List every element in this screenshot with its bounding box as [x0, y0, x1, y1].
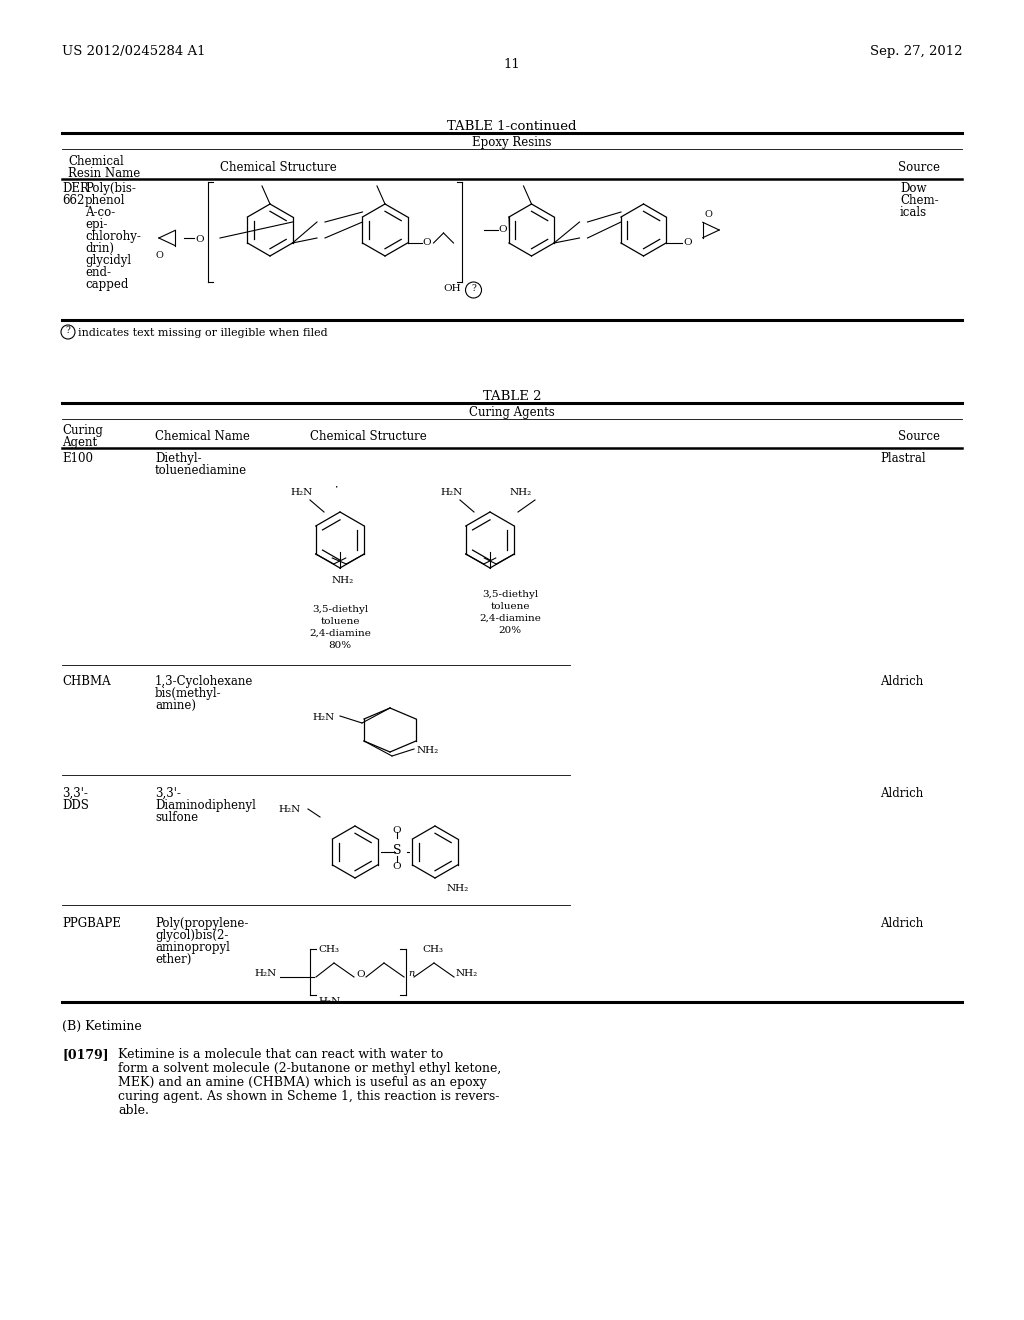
Text: chlorohy-: chlorohy-: [85, 230, 141, 243]
Text: O: O: [195, 235, 204, 244]
Text: 2,4-diamine: 2,4-diamine: [479, 614, 541, 623]
Text: form a solvent molecule (2-butanone or methyl ethyl ketone,: form a solvent molecule (2-butanone or m…: [118, 1063, 502, 1074]
Text: H₂N: H₂N: [318, 997, 340, 1006]
Text: Aldrich: Aldrich: [880, 675, 924, 688]
Text: aminopropyl: aminopropyl: [155, 941, 229, 954]
Text: Plastral: Plastral: [880, 451, 926, 465]
Text: NH₂: NH₂: [456, 969, 478, 978]
Text: DDS: DDS: [62, 799, 89, 812]
Text: Aldrich: Aldrich: [880, 787, 924, 800]
Text: sulfone: sulfone: [155, 810, 198, 824]
Text: O: O: [683, 238, 691, 247]
Text: Poly(propylene-: Poly(propylene-: [155, 917, 249, 931]
Text: 3,5-diethyl: 3,5-diethyl: [312, 605, 368, 614]
Text: ?: ?: [471, 284, 476, 293]
Text: epi-: epi-: [85, 218, 108, 231]
Text: 80%: 80%: [329, 642, 351, 649]
Text: 11: 11: [504, 58, 520, 71]
Text: 2,4-diamine: 2,4-diamine: [309, 630, 371, 638]
Text: O: O: [705, 210, 712, 219]
Text: Agent: Agent: [62, 436, 97, 449]
Text: glycidyl: glycidyl: [85, 253, 131, 267]
Text: Dow: Dow: [900, 182, 927, 195]
Text: 3,5-diethyl: 3,5-diethyl: [482, 590, 539, 599]
Text: OH: OH: [443, 284, 461, 293]
Text: Ketimine is a molecule that can react with water to: Ketimine is a molecule that can react wi…: [118, 1048, 443, 1061]
Text: O: O: [423, 238, 431, 247]
Text: Resin Name: Resin Name: [68, 168, 140, 180]
Text: DER: DER: [62, 182, 89, 195]
Text: phenol: phenol: [85, 194, 126, 207]
Text: curing agent. As shown in Scheme 1, this reaction is revers-: curing agent. As shown in Scheme 1, this…: [118, 1090, 500, 1104]
Text: A-co-: A-co-: [85, 206, 116, 219]
Text: CHBMA: CHBMA: [62, 675, 111, 688]
Text: H₂N: H₂N: [278, 805, 300, 814]
Text: TABLE 2: TABLE 2: [482, 389, 542, 403]
Text: S: S: [393, 843, 401, 857]
Text: 1,3-Cyclohexane: 1,3-Cyclohexane: [155, 675, 253, 688]
Text: H₂N: H₂N: [440, 488, 462, 498]
Text: Diaminodiphenyl: Diaminodiphenyl: [155, 799, 256, 812]
Text: drin): drin): [85, 242, 114, 255]
Text: H₂N: H₂N: [290, 488, 312, 498]
Text: Epoxy Resins: Epoxy Resins: [472, 136, 552, 149]
Text: NH₂: NH₂: [416, 746, 438, 755]
Text: O: O: [356, 970, 365, 979]
Text: PPGBAPE: PPGBAPE: [62, 917, 121, 931]
Text: Chemical Name: Chemical Name: [155, 430, 250, 444]
Text: Chemical Structure: Chemical Structure: [310, 430, 427, 444]
Text: ether): ether): [155, 953, 191, 966]
Text: US 2012/0245284 A1: US 2012/0245284 A1: [62, 45, 206, 58]
Text: H₂N: H₂N: [254, 969, 276, 978]
Text: indicates text missing or illegible when filed: indicates text missing or illegible when…: [78, 327, 328, 338]
Text: O: O: [392, 826, 401, 836]
Text: toluene: toluene: [490, 602, 529, 611]
Text: able.: able.: [118, 1104, 148, 1117]
Text: ?: ?: [66, 326, 71, 335]
Text: CH₃: CH₃: [318, 945, 339, 954]
Text: •: •: [334, 484, 337, 488]
Text: Poly(bis-: Poly(bis-: [85, 182, 136, 195]
Text: 20%: 20%: [499, 626, 521, 635]
Text: Sep. 27, 2012: Sep. 27, 2012: [869, 45, 962, 58]
Text: Chemical Structure: Chemical Structure: [220, 161, 337, 174]
Text: Chem-: Chem-: [900, 194, 939, 207]
Text: amine): amine): [155, 700, 196, 711]
Text: glycol)bis(2-: glycol)bis(2-: [155, 929, 228, 942]
Text: Source: Source: [898, 161, 940, 174]
Text: TABLE 1-continued: TABLE 1-continued: [447, 120, 577, 133]
Text: Curing: Curing: [62, 424, 102, 437]
Text: CH₃: CH₃: [422, 945, 443, 954]
Text: O: O: [392, 862, 401, 871]
Text: NH₂: NH₂: [510, 488, 532, 498]
Text: Aldrich: Aldrich: [880, 917, 924, 931]
Text: icals: icals: [900, 206, 927, 219]
Text: toluene: toluene: [321, 616, 359, 626]
Text: (B) Ketimine: (B) Ketimine: [62, 1020, 141, 1034]
Text: Chemical: Chemical: [68, 154, 124, 168]
Text: toluenediamine: toluenediamine: [155, 465, 247, 477]
Text: NH₂: NH₂: [332, 576, 354, 585]
Text: n: n: [408, 969, 415, 978]
Text: O: O: [156, 251, 164, 260]
Text: [0179]: [0179]: [62, 1048, 109, 1061]
Text: Diethyl-: Diethyl-: [155, 451, 202, 465]
Text: capped: capped: [85, 279, 128, 290]
Text: 662: 662: [62, 194, 84, 207]
Text: 3,3'-: 3,3'-: [155, 787, 181, 800]
Text: 3,3'-: 3,3'-: [62, 787, 88, 800]
Text: H₂N: H₂N: [312, 713, 334, 722]
Text: O: O: [499, 224, 507, 234]
Text: Source: Source: [898, 430, 940, 444]
Text: NH₂: NH₂: [447, 884, 469, 894]
Text: E100: E100: [62, 451, 93, 465]
Text: Curing Agents: Curing Agents: [469, 407, 555, 418]
Text: end-: end-: [85, 267, 111, 279]
Text: MEK) and an amine (CHBMA) which is useful as an epoxy: MEK) and an amine (CHBMA) which is usefu…: [118, 1076, 486, 1089]
Text: bis(methyl-: bis(methyl-: [155, 686, 221, 700]
